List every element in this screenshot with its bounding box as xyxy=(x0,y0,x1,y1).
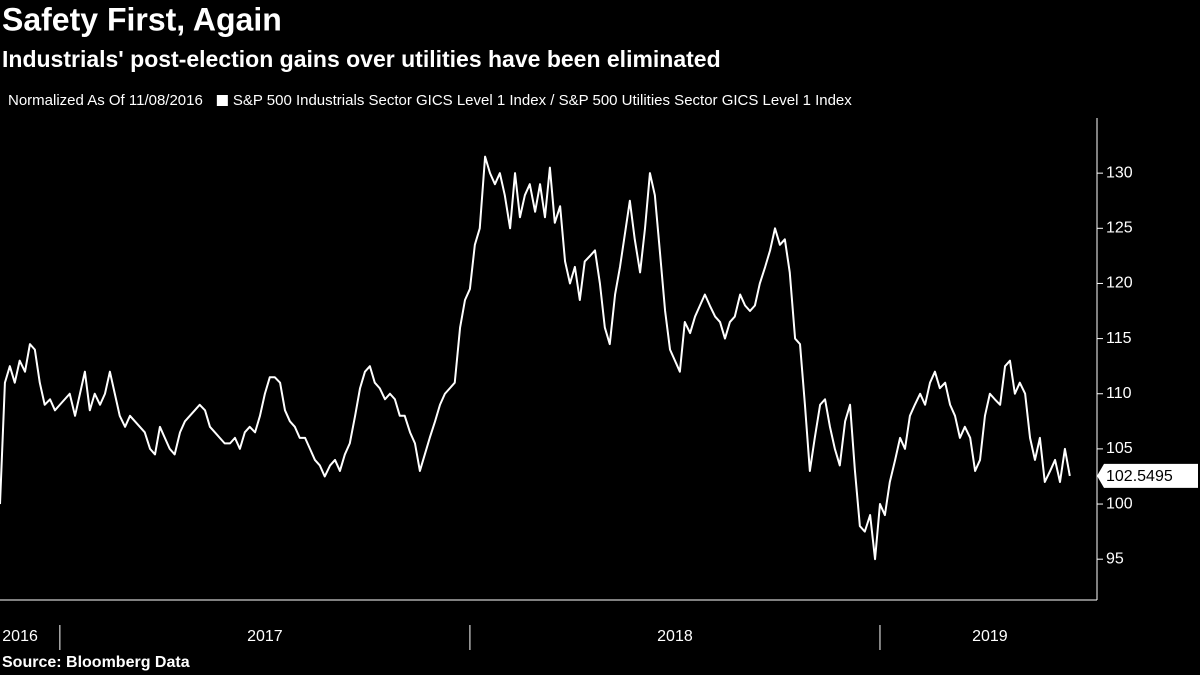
y-tick-label: 130 xyxy=(1106,164,1133,181)
legend-label: S&P 500 Industrials Sector GICS Level 1 … xyxy=(233,92,852,109)
chart-subtitle: Industrials' post-election gains over ut… xyxy=(2,46,721,72)
x-tick-label: 2019 xyxy=(972,628,1008,645)
chart-title: Safety First, Again xyxy=(2,1,282,37)
x-tick-label: 2016 xyxy=(2,628,38,645)
last-value-box xyxy=(1097,463,1198,488)
y-tick-label: 120 xyxy=(1106,275,1133,292)
y-tick-label: 105 xyxy=(1106,440,1133,457)
x-tick-label: 2018 xyxy=(657,628,693,645)
y-tick-label: 100 xyxy=(1106,495,1133,512)
annotation: Normalized As Of 11/08/2016 xyxy=(8,92,203,109)
last-value-label: 102.5495 xyxy=(1106,468,1173,485)
y-tick-label: 125 xyxy=(1106,220,1133,237)
y-tick-label: 95 xyxy=(1106,550,1124,567)
series-line xyxy=(0,155,1071,561)
source: Source: Bloomberg Data xyxy=(2,654,190,671)
x-tick-label: 2017 xyxy=(247,628,283,645)
legend-swatch xyxy=(216,95,228,106)
y-tick-label: 115 xyxy=(1106,330,1132,347)
y-tick-label: 110 xyxy=(1106,385,1132,402)
